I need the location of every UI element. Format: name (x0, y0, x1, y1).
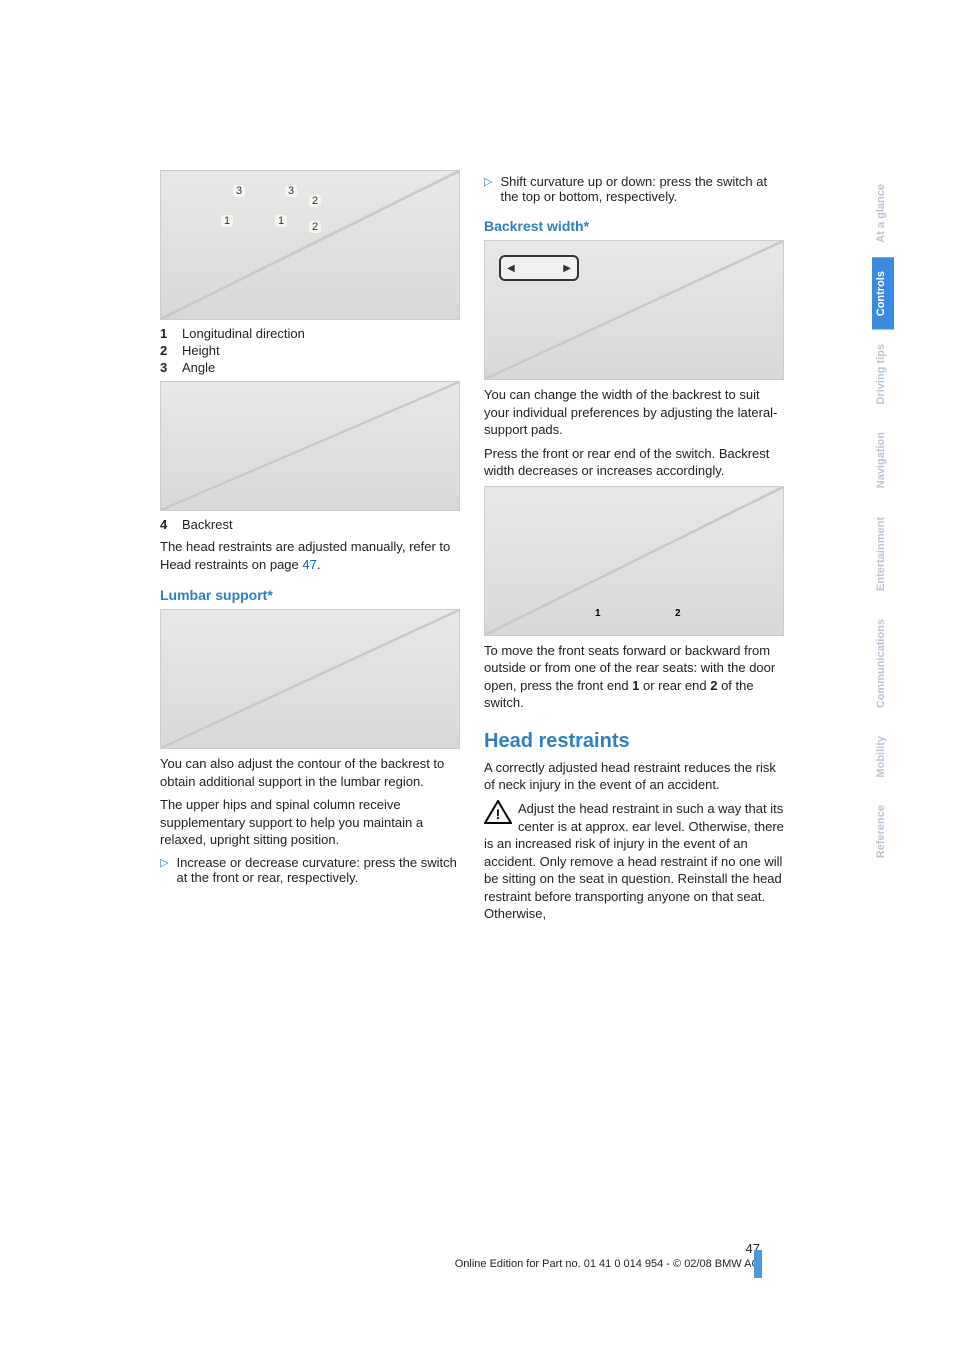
bullet-list-shift-curvature: ▷ Shift curvature up or down: press the s… (484, 174, 784, 204)
figure-lumbar-support (160, 609, 460, 749)
paragraph-seat-move: To move the front seats forward or backw… (484, 642, 784, 712)
warning-paragraph: ! Adjust the head restraint in such a wa… (484, 800, 784, 923)
tab-mobility[interactable]: Mobility (872, 722, 894, 792)
legend-text: Angle (182, 360, 215, 375)
bullet-text: Increase or decrease curvature: press th… (176, 855, 460, 885)
arrow-right-icon: ▶ (563, 263, 571, 274)
footer-line: Online Edition for Part no. 01 41 0 014 … (455, 1258, 760, 1270)
figure-marker: 2 (675, 608, 681, 619)
legend-num: 2 (160, 343, 174, 358)
paragraph: A correctly adjusted head restraint redu… (484, 759, 784, 794)
figure-legend-2: 4 Backrest (160, 517, 460, 532)
figure-seat-controls-side (160, 381, 460, 511)
tab-driving-tips[interactable]: Driving tips (872, 330, 894, 419)
bullet-text: Shift curvature up or down: press the sw… (500, 174, 784, 204)
legend-num: 1 (160, 326, 174, 341)
figure-seat-controls-top: 3 3 1 1 2 2 (160, 170, 460, 320)
right-column: ▷ Shift curvature up or down: press the s… (484, 170, 784, 929)
text: or rear end (639, 678, 710, 693)
left-column: 3 3 1 1 2 2 1 Longitudinal direction 2 Hei… (160, 170, 460, 929)
legend-num: 3 (160, 360, 174, 375)
tab-reference[interactable]: Reference (872, 791, 894, 872)
tab-navigation[interactable]: Navigation (872, 418, 894, 502)
page-link-47[interactable]: 47 (302, 557, 316, 572)
paragraph-headrest-ref: The head restraints are adjusted manuall… (160, 538, 460, 573)
warning-icon: ! (484, 800, 512, 824)
tab-communications[interactable]: Communications (872, 605, 894, 722)
legend-text: Backrest (182, 517, 233, 532)
triangle-bullet-icon: ▷ (484, 174, 492, 204)
page-footer: 47 Online Edition for Part no. 01 41 0 0… (160, 1241, 760, 1270)
bullet-list-lumbar: ▷ Increase or decrease curvature: press t… (160, 855, 460, 885)
page-number: 47 (160, 1241, 760, 1256)
heading-lumbar-support: Lumbar support* (160, 587, 460, 603)
legend-text: Longitudinal direction (182, 326, 305, 341)
footer-blue-bar (754, 1250, 762, 1278)
heading-backrest-width: Backrest width* (484, 218, 784, 234)
warning-text: Adjust the head restraint in such a way … (484, 801, 784, 921)
figure-legend-1: 1 Longitudinal direction 2 Height 3 Angle (160, 326, 460, 375)
tab-at-a-glance[interactable]: At a glance (872, 170, 894, 257)
figure-marker: 1 (595, 608, 601, 619)
tab-controls[interactable]: Controls (872, 257, 894, 330)
text: . (317, 557, 321, 572)
paragraph: You can change the width of the backrest… (484, 386, 784, 439)
legend-num: 4 (160, 517, 174, 532)
figure-backrest-width-switch: ◀ ▶ (484, 240, 784, 380)
svg-text:!: ! (496, 806, 501, 822)
side-tab-strip: At a glance Controls Driving tips Naviga… (872, 170, 894, 873)
heading-head-restraints: Head restraints (484, 730, 784, 753)
arrow-left-icon: ◀ (507, 263, 515, 274)
paragraph: You can also adjust the contour of the b… (160, 755, 460, 790)
tab-entertainment[interactable]: Entertainment (872, 503, 894, 605)
paragraph: Press the front or rear end of the switc… (484, 445, 784, 480)
figure-seat-forward-backward: 1 2 (484, 486, 784, 636)
triangle-bullet-icon: ▷ (160, 855, 168, 885)
paragraph: The upper hips and spinal column receive… (160, 796, 460, 849)
legend-text: Height (182, 343, 220, 358)
